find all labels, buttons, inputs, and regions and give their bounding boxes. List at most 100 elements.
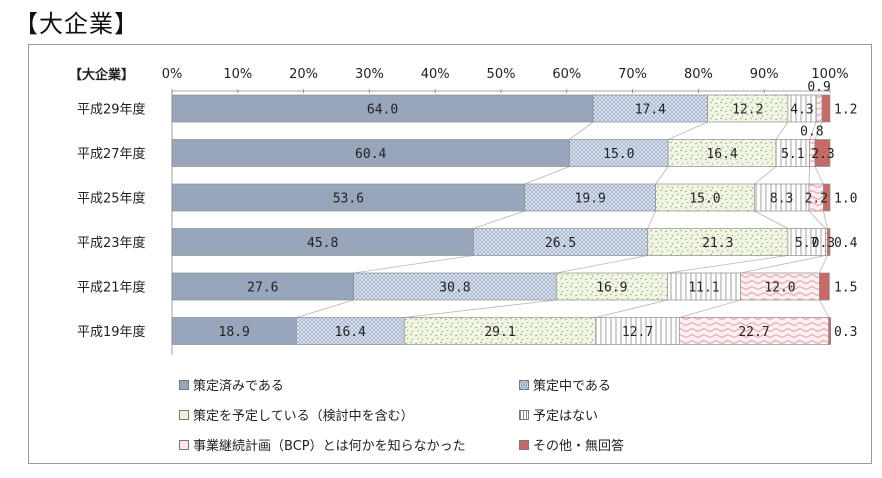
bar-segment xyxy=(787,94,817,123)
bar-segment xyxy=(827,228,831,256)
series-connector-line xyxy=(740,255,826,274)
legend-swatch xyxy=(179,439,189,450)
bar-segment xyxy=(821,94,831,123)
data-label: 21.3 xyxy=(702,236,733,251)
series-connector-line xyxy=(404,299,557,318)
legend-item: 策定を予定している（検討中を含む） xyxy=(179,405,414,424)
page-title: 【大企業】 xyxy=(14,10,139,38)
series-connector-line xyxy=(775,121,789,140)
bar-segment xyxy=(707,94,789,123)
legend-item: 予定はない xyxy=(519,405,598,424)
series-connector-line xyxy=(814,166,824,185)
x-tick-label: 0% xyxy=(162,67,183,82)
bar-segment xyxy=(815,94,823,123)
series-connector-line xyxy=(754,210,789,229)
category-label: 平成29年度 xyxy=(77,102,146,118)
legend-label: 策定済みである xyxy=(193,379,284,394)
series-connector-line xyxy=(556,255,648,274)
series-connector-line xyxy=(655,166,669,185)
legend-label: 策定を予定している（検討中を含む） xyxy=(193,409,414,424)
series-connector-line xyxy=(524,166,570,185)
chart-frame: 64.0 17.4 12.2 4.3 0.9 1.2 60.4 15.0 16.4 5.1 0.8 2… xyxy=(28,44,872,464)
data-label: 5.7 xyxy=(795,236,818,251)
legend-swatch xyxy=(179,409,189,420)
bar-segment xyxy=(569,139,669,167)
data-label: 2.2 xyxy=(804,192,827,207)
data-label: 2.3 xyxy=(811,147,834,162)
series-connector-line xyxy=(808,166,811,185)
data-label: 19.9 xyxy=(575,192,606,207)
stacked-bar-chart: 64.0 17.4 12.2 4.3 0.9 1.2 60.4 15.0 16.4 5.1 0.8 2… xyxy=(69,67,858,355)
bar-segment xyxy=(524,183,656,212)
data-label: 0.4 xyxy=(834,236,858,251)
bar-segment xyxy=(595,317,680,345)
chart-corner-label: 【大企業】 xyxy=(69,67,134,83)
data-label: 53.6 xyxy=(333,192,364,207)
data-label: 45.8 xyxy=(307,236,338,251)
data-label: 11.1 xyxy=(688,281,719,296)
series-connector-line xyxy=(819,299,830,318)
data-label: 0.8 xyxy=(800,125,823,140)
series-connector-line xyxy=(679,299,741,318)
data-label: 16.9 xyxy=(596,281,627,296)
data-label: 8.3 xyxy=(770,192,793,207)
bar-segment xyxy=(678,317,830,345)
bar-segment xyxy=(775,139,810,167)
x-tick-label: 30% xyxy=(355,67,384,82)
legend-item: 策定中である xyxy=(519,375,611,394)
legend-label: 予定はない xyxy=(533,409,599,424)
data-label: 17.4 xyxy=(635,103,666,118)
bar-segment xyxy=(828,317,832,345)
series-connector-line xyxy=(296,299,354,318)
category-label: 平成25年度 xyxy=(77,191,146,207)
legend-item: 策定済みである xyxy=(179,375,284,394)
data-label: 12.7 xyxy=(622,325,653,340)
bar-segment xyxy=(171,228,474,256)
category-label: 平成21年度 xyxy=(77,280,146,296)
data-label: 27.6 xyxy=(247,281,278,296)
data-label: 0.3 xyxy=(812,236,835,251)
legend-swatch xyxy=(519,379,529,390)
legend-label: 策定中である xyxy=(533,379,611,394)
data-label: 29.1 xyxy=(484,325,515,340)
series-connector-line xyxy=(823,210,828,229)
bar-segment xyxy=(403,317,597,345)
data-label: 15.0 xyxy=(689,192,720,207)
series-connector-line xyxy=(353,255,474,274)
x-tick-label: 70% xyxy=(618,67,647,82)
series-connector-line xyxy=(808,210,826,229)
x-tick-label: 60% xyxy=(552,67,581,82)
series-connector-line xyxy=(595,299,668,318)
data-label: 12.2 xyxy=(732,103,763,118)
data-label: 1.2 xyxy=(834,103,857,118)
bar-segment xyxy=(555,272,668,301)
data-label: 1.5 xyxy=(834,281,857,296)
data-label: 4.3 xyxy=(790,103,813,118)
series-connector-line xyxy=(667,255,788,274)
legend-swatch xyxy=(179,379,189,390)
series-connector-line xyxy=(569,121,594,140)
data-label: 15.0 xyxy=(603,147,634,162)
series-connector-line xyxy=(754,166,777,185)
bar-segment xyxy=(655,183,755,212)
data-label: 18.9 xyxy=(219,325,250,340)
data-label: 0.3 xyxy=(834,325,857,340)
x-tick-label: 20% xyxy=(289,67,318,82)
x-tick-label: 80% xyxy=(684,67,713,82)
bar-segment xyxy=(787,228,826,256)
x-tick-label: 10% xyxy=(223,67,252,82)
data-label: 12.0 xyxy=(764,281,795,296)
series-connector-line xyxy=(473,210,525,229)
data-label: 0.9 xyxy=(807,80,830,95)
data-label: 60.4 xyxy=(355,147,386,162)
data-label: 22.7 xyxy=(738,325,769,340)
x-tick-label: 90% xyxy=(750,67,779,82)
legend-label: 事業継続計画（BCP）とは何かを知らなかった xyxy=(193,439,466,454)
category-label: 平成27年度 xyxy=(77,146,146,162)
data-label: 5.1 xyxy=(781,147,804,162)
bar-segment xyxy=(819,272,830,301)
bar-segment xyxy=(753,183,810,212)
series-connector-line xyxy=(809,121,817,140)
bar-segment xyxy=(473,228,649,256)
data-label: 1.0 xyxy=(834,192,857,207)
